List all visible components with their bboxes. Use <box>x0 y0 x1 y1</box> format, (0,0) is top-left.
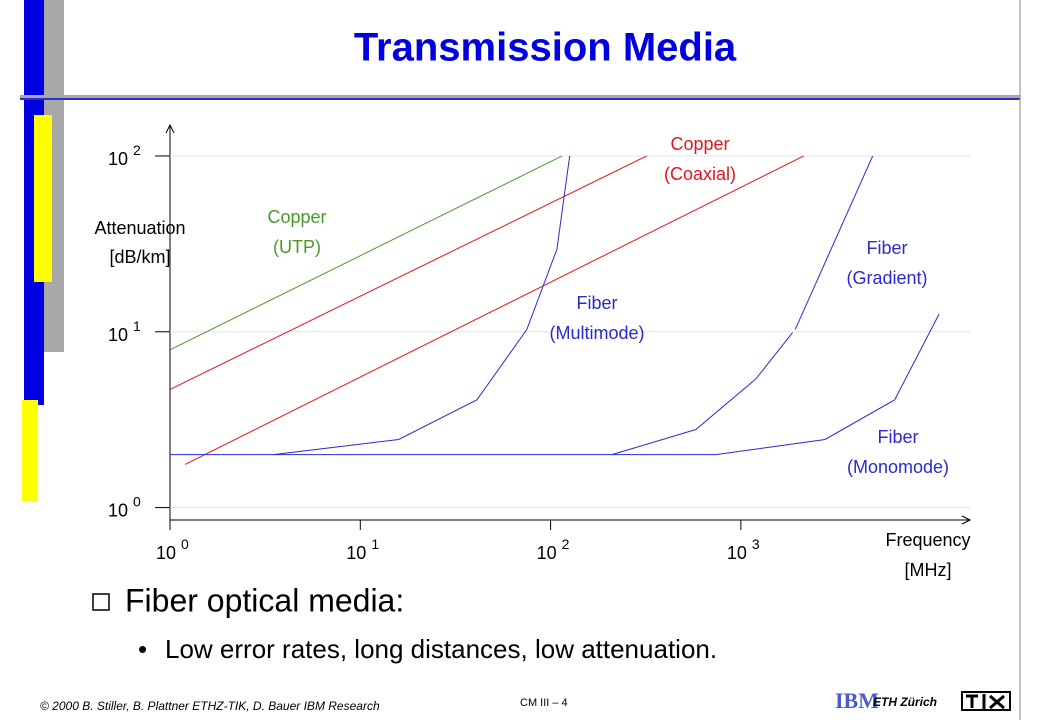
y-tick-label: 10 0 <box>108 493 141 520</box>
title-rule <box>20 98 1020 100</box>
y-tick-label: 10 1 <box>108 317 141 344</box>
bullet-sub: Low error rates, long distances, low att… <box>165 634 717 664</box>
y-axis-label: [dB/km] <box>109 247 170 267</box>
title-rule <box>20 95 1020 98</box>
logo-frame <box>961 691 1011 711</box>
bullet-main: Fiber optical media: <box>125 582 404 618</box>
x-tick-label: 10 1 <box>346 536 379 563</box>
series-label: Copper (UTP) <box>267 207 326 257</box>
series-line <box>611 332 793 456</box>
y-tick-label: 10 2 <box>108 142 141 169</box>
series-line <box>170 313 940 456</box>
bullet-dot: • <box>138 634 147 664</box>
slide-title: Transmission Media <box>354 26 737 70</box>
footer-page: CM III – 4 <box>520 697 568 709</box>
series-label: Fiber (Monomode) <box>847 427 949 477</box>
series-label: Copper (Coaxial) <box>664 134 736 184</box>
x-axis-label: [MHz] <box>905 560 952 580</box>
footer-copyright: © 2000 B. Stiller, B. Plattner ETHZ-TIK,… <box>40 699 380 713</box>
decor-bar <box>34 115 52 282</box>
chart: 10 0 10 1 10 2 10 0 10 1 10 2 10 3 Attenuation [… <box>94 123 972 580</box>
footer-institute: ETH Zürich <box>873 695 937 709</box>
decor-bar <box>22 400 38 502</box>
series-label: Fiber (Multimode) <box>549 293 644 343</box>
tik-logo <box>961 691 1011 711</box>
x-axis-arrow <box>961 515 972 525</box>
series-line <box>184 155 804 465</box>
series-line <box>273 155 571 456</box>
x-axis-label: Frequency <box>885 530 970 550</box>
series-line <box>169 155 563 351</box>
x-tick-label: 10 0 <box>156 536 189 563</box>
bullet-box <box>92 593 110 611</box>
series-label: Fiber (Gradient) <box>846 238 927 288</box>
y-axis-arrow <box>165 123 175 134</box>
series-line <box>794 155 874 330</box>
logo-mark <box>966 694 1005 710</box>
footer-logo: IBM <box>835 688 879 713</box>
x-tick-label: 10 3 <box>727 536 760 563</box>
x-tick-label: 10 2 <box>537 536 570 563</box>
y-axis-label: Attenuation <box>94 218 185 238</box>
series-line <box>169 155 647 390</box>
